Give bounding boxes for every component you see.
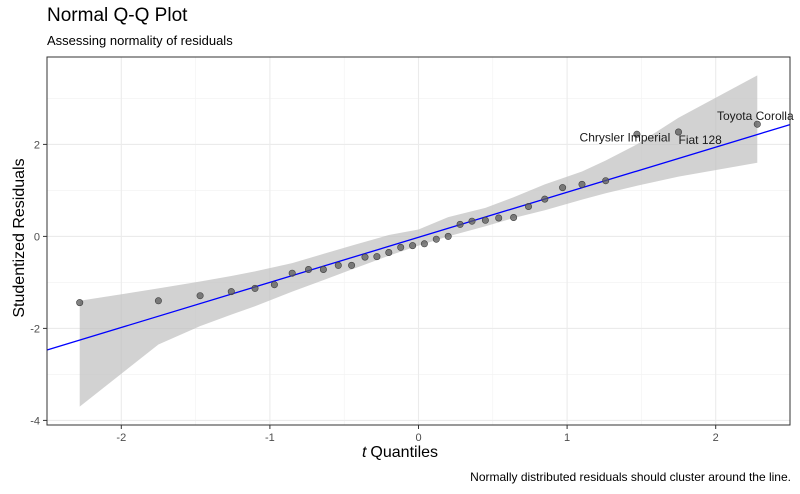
reference-line — [46, 123, 791, 351]
data-point — [227, 288, 235, 296]
y-axis-ticks: -4 -2 0 2 — [30, 139, 47, 427]
y-tick-label: 2 — [34, 139, 40, 151]
data-point — [270, 281, 278, 289]
x-tick-label: 1 — [564, 432, 570, 444]
data-point — [510, 214, 518, 222]
x-tick-label: 2 — [713, 432, 719, 444]
point-annotation: Toyota Corolla — [717, 109, 794, 123]
data-point — [196, 292, 204, 300]
data-point — [633, 130, 641, 138]
y-axis-label: Studentized Residuals — [11, 158, 28, 318]
data-point — [578, 180, 586, 188]
data-point — [444, 232, 452, 240]
chart-caption: Normally distributed residuals should cl… — [470, 470, 791, 484]
data-point — [154, 297, 162, 305]
data-point — [674, 128, 682, 136]
chart-subtitle: Assessing normality of residuals — [47, 33, 233, 48]
data-point — [468, 217, 476, 225]
y-tick-label: -4 — [30, 415, 40, 427]
y-tick-label: 0 — [34, 231, 40, 243]
x-tick-label: -1 — [265, 432, 275, 444]
x-axis-label: t Quantiles — [0, 444, 800, 462]
point-annotation: Fiat 128 — [679, 133, 723, 147]
data-point — [602, 177, 610, 185]
data-point — [373, 253, 381, 261]
data-point — [288, 269, 296, 277]
data-point — [385, 249, 393, 257]
point-annotation: Chrysler Imperial — [580, 130, 671, 144]
chart-title: Normal Q-Q Plot — [47, 5, 188, 26]
data-point — [481, 216, 489, 224]
data-point — [76, 299, 84, 307]
data-point — [456, 220, 464, 228]
data-point — [420, 240, 428, 248]
data-point — [348, 261, 356, 269]
data-point — [541, 195, 549, 203]
data-point — [251, 284, 259, 292]
confidence-band — [79, 75, 758, 407]
point-annotations: Toyota Corolla Chrysler Imperial Fiat 128 — [580, 109, 794, 147]
data-point — [361, 253, 369, 261]
data-point — [753, 120, 761, 128]
x-axis-label-text: Quantiles — [370, 444, 439, 461]
data-point — [559, 184, 567, 192]
data-point — [304, 265, 312, 273]
x-axis-ticks: -2 -1 0 1 2 — [116, 425, 719, 444]
data-point — [397, 243, 405, 251]
data-point — [495, 214, 503, 222]
data-point — [334, 261, 342, 269]
data-points — [76, 120, 761, 307]
x-tick-label: -2 — [116, 432, 126, 444]
data-point — [319, 265, 327, 273]
x-axis-label-italic: t — [361, 444, 367, 461]
panel-border — [46, 56, 791, 426]
data-point — [409, 242, 417, 250]
x-tick-label: 0 — [415, 432, 421, 444]
data-point — [524, 203, 532, 211]
data-point — [432, 235, 440, 243]
y-tick-label: -2 — [30, 323, 40, 335]
